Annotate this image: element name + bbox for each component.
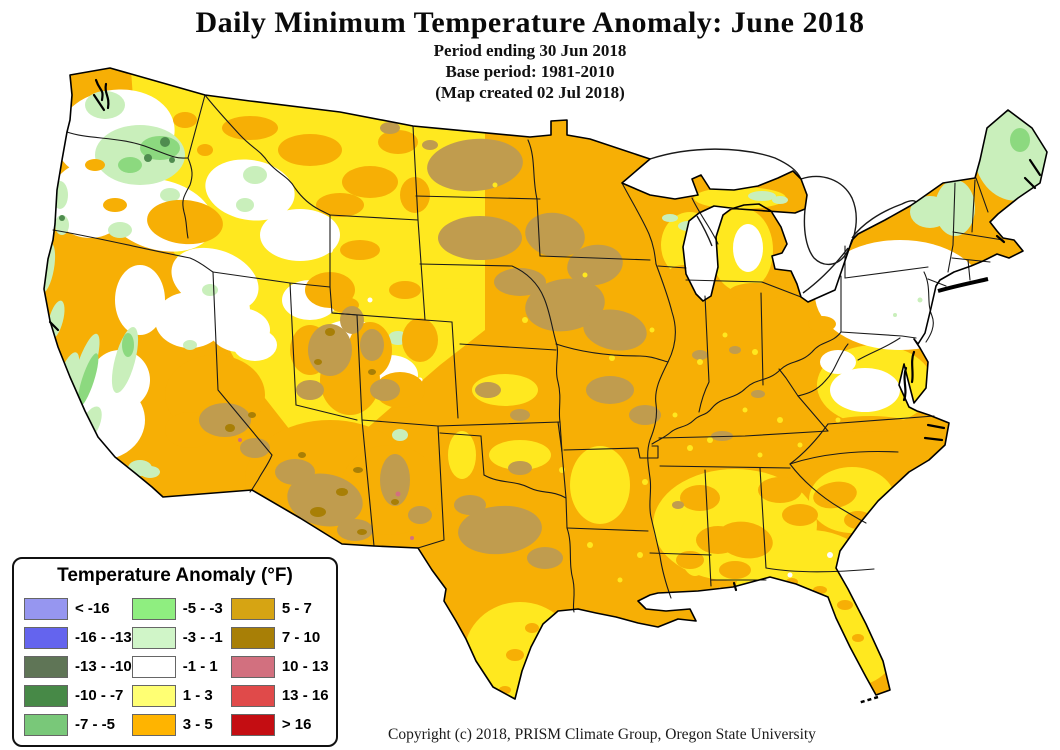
legend-swatch	[230, 655, 275, 678]
legend-label: -5 - -3	[182, 600, 223, 617]
copyright-text: Copyright (c) 2018, PRISM Climate Group,…	[388, 726, 816, 743]
legend-label: < -16	[75, 600, 110, 617]
legend-item: -1 - 1	[131, 652, 231, 681]
legend-item: 1 - 3	[131, 681, 231, 710]
legend-item: 5 - 7	[230, 594, 330, 623]
legend-label: 10 - 13	[281, 658, 329, 675]
great-lakes-outlines	[649, 148, 917, 294]
legend-swatch	[24, 597, 68, 620]
legend-grid: < -16 -16 - -13 -13 - -10 -10 - -7 -7 - -5 -5…	[24, 594, 330, 739]
legend-item: -3 - -1	[131, 623, 231, 652]
legend-item: > 16	[230, 710, 330, 739]
legend-item: 7 - 10	[230, 623, 330, 652]
legend-item: 3 - 5	[131, 710, 231, 739]
legend-swatch	[230, 713, 275, 736]
legend-label: 3 - 5	[182, 716, 213, 733]
legend-item: < -16	[24, 594, 132, 623]
legend-swatch	[24, 626, 68, 649]
florida-keys	[857, 695, 879, 705]
legend-item: 10 - 13	[230, 652, 330, 681]
legend-item: -5 - -3	[131, 594, 231, 623]
legend-item: -10 - -7	[24, 681, 132, 710]
legend-swatch	[24, 713, 68, 736]
legend-label: > 16	[281, 716, 312, 733]
legend-swatch	[230, 684, 275, 707]
legend-swatch	[24, 684, 68, 707]
legend-swatch	[131, 655, 176, 678]
legend-item: -7 - -5	[24, 710, 132, 739]
legend-label: -13 - -10	[75, 658, 132, 675]
legend-label: 13 - 16	[281, 687, 329, 704]
legend-swatch	[230, 626, 275, 649]
legend-label: 5 - 7	[281, 600, 312, 617]
legend-title: Temperature Anomaly (°F)	[57, 565, 293, 586]
legend-label: -10 - -7	[75, 687, 124, 704]
legend-label: -7 - -5	[75, 716, 116, 733]
legend-label: -1 - 1	[182, 658, 218, 675]
legend-swatch	[131, 626, 176, 649]
legend-swatch	[131, 597, 176, 620]
legend-label: 7 - 10	[281, 629, 321, 646]
long-island	[937, 277, 989, 293]
legend-swatch	[230, 597, 275, 620]
legend-label: 1 - 3	[182, 687, 213, 704]
us-outline	[43, 67, 1048, 700]
legend-box: Temperature Anomaly (°F) < -16 -16 - -13 -…	[12, 557, 338, 747]
legend-swatch	[131, 684, 176, 707]
legend-label: -16 - -13	[75, 629, 132, 646]
legend-label: -3 - -1	[182, 629, 223, 646]
legend-item: -13 - -10	[24, 652, 132, 681]
legend-item: 13 - 16	[230, 681, 330, 710]
legend-swatch	[131, 713, 176, 736]
legend-item: -16 - -13	[24, 623, 132, 652]
legend-swatch	[24, 655, 68, 678]
